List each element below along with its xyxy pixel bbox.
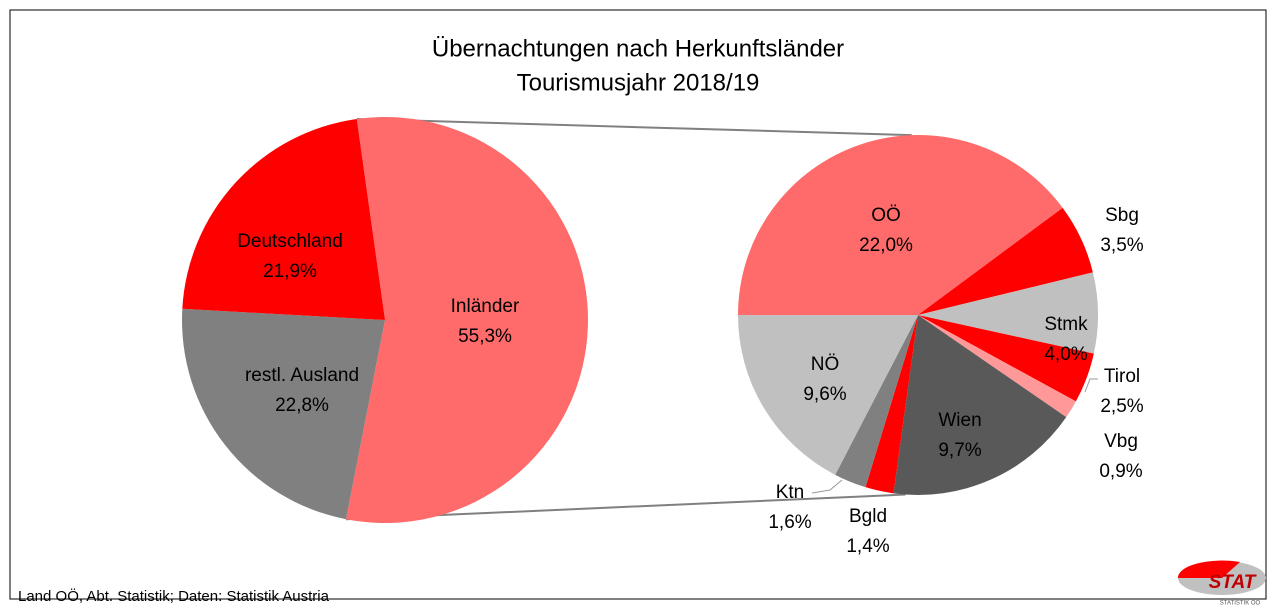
- slice-value-label: 3,5%: [1100, 235, 1143, 256]
- chart-subtitle: Tourismusjahr 2018/19: [517, 69, 760, 96]
- slice-value-label: 1,6%: [768, 512, 811, 533]
- pie-slice: [918, 315, 1094, 402]
- logo: STAT STATISTIK OÖ: [1177, 560, 1266, 607]
- slice-label: Deutschland: [237, 231, 343, 252]
- slice-value-label: 9,6%: [803, 384, 846, 405]
- slice-label: NÖ: [811, 354, 840, 375]
- logo-text: STAT: [1209, 572, 1257, 593]
- slice-label: Bgld: [849, 506, 887, 527]
- slice-value-label: 2,5%: [1100, 396, 1143, 417]
- slice-label: Ktn: [776, 482, 805, 503]
- slice-value-label: 22,0%: [859, 235, 913, 256]
- pie-slice: [182, 308, 385, 520]
- pie-slice: [893, 315, 1067, 495]
- slice-value-label: 1,4%: [846, 536, 889, 557]
- source-note: Land OÖ, Abt. Statistik; Daten: Statisti…: [18, 587, 330, 605]
- slice-value-label: 9,7%: [938, 440, 981, 461]
- pie-slice: [918, 207, 1093, 315]
- leader-line: [1084, 378, 1098, 393]
- slice-value-label: 22,8%: [275, 395, 329, 416]
- connector-line: [356, 117, 912, 137]
- pie-slice: [865, 315, 918, 494]
- slice-label: Wien: [938, 410, 981, 431]
- slice-label: Tirol: [1104, 366, 1140, 387]
- slice-label: restl. Ausland: [245, 365, 359, 386]
- logo-shape: [1177, 560, 1240, 578]
- pie-slice: [835, 315, 918, 488]
- slice-value-label: 21,9%: [263, 261, 317, 282]
- slice-label: Stmk: [1044, 314, 1088, 335]
- slice-label: Sbg: [1105, 205, 1139, 226]
- slice-label: OÖ: [871, 205, 901, 226]
- logo-subtitle: STATISTIK OÖ: [1220, 600, 1261, 607]
- pie-slice: [918, 272, 1098, 354]
- pie-slice: [738, 315, 918, 475]
- slice-value-label: 55,3%: [458, 326, 512, 347]
- slice-label: Vbg: [1104, 431, 1138, 452]
- slice-value-label: 0,9%: [1099, 461, 1142, 482]
- leader-line: [811, 479, 843, 494]
- slice-value-label: 4,0%: [1044, 344, 1087, 365]
- pie-slice: [738, 134, 1063, 315]
- slice-label: Inländer: [451, 296, 520, 317]
- chart-title: Übernachtungen nach Herkunftsländer: [432, 35, 844, 62]
- pie-slice: [918, 315, 1076, 418]
- pie-slice: [345, 117, 589, 524]
- pie-slice: [182, 118, 385, 320]
